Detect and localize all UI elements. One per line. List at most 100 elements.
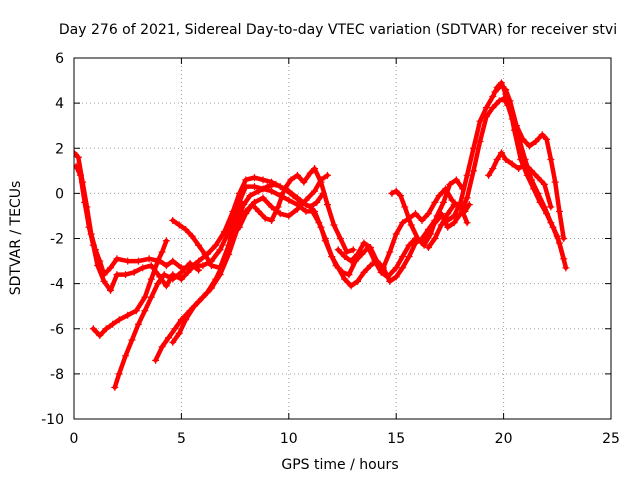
data-point: [347, 282, 355, 290]
data-point: [321, 235, 329, 242]
data-point: [534, 189, 542, 197]
data-point: [216, 246, 224, 254]
data-point: [141, 293, 149, 301]
data-point: [399, 219, 407, 227]
data-point: [274, 203, 282, 211]
data-point: [323, 201, 331, 209]
data-point: [107, 264, 115, 272]
series-markers-12: [485, 149, 555, 211]
data-point: [450, 219, 458, 227]
data-point: [560, 235, 568, 242]
series-markers-4: [111, 259, 203, 391]
data-point: [366, 244, 374, 252]
data-point: [102, 325, 110, 333]
data-point: [169, 275, 177, 283]
data-point: [444, 210, 452, 218]
data-point: [347, 257, 355, 265]
data-point: [420, 241, 428, 249]
data-point: [145, 255, 153, 263]
data-point: [122, 352, 130, 360]
data-point: [276, 210, 284, 218]
data-point: [238, 198, 246, 206]
data-point: [259, 176, 267, 184]
data-point: [308, 207, 316, 215]
data-point: [386, 277, 394, 285]
y-tick-label: -8: [50, 367, 64, 383]
data-point: [491, 88, 499, 96]
data-point: [405, 241, 413, 249]
series-markers-3: [89, 237, 170, 340]
data-point: [124, 257, 132, 265]
data-point: [476, 137, 484, 145]
data-point: [165, 334, 173, 342]
data-point: [450, 201, 458, 209]
data-point: [386, 248, 394, 256]
y-axis-label: SDTVAR / TECUs: [8, 181, 24, 296]
x-tick-label: 15: [387, 431, 405, 447]
data-point: [306, 203, 314, 211]
data-point: [543, 135, 551, 143]
data-point: [482, 113, 490, 121]
data-point: [506, 97, 514, 105]
data-point: [437, 221, 445, 229]
data-point: [534, 174, 542, 182]
data-point: [336, 235, 344, 242]
data-point: [495, 97, 503, 105]
data-point: [521, 160, 529, 168]
data-point: [216, 264, 224, 272]
data-point: [115, 370, 123, 378]
data-point: [158, 343, 166, 351]
data-point: [497, 149, 505, 157]
series-markers-13: [491, 81, 568, 242]
data-point: [412, 239, 420, 247]
data-point: [231, 216, 239, 224]
y-tick-label: -6: [50, 322, 64, 338]
data-point: [341, 253, 349, 261]
data-point: [502, 86, 510, 94]
data-point: [508, 160, 516, 168]
data-point: [315, 219, 323, 227]
data-point: [547, 156, 555, 164]
data-point: [130, 268, 138, 276]
data-point: [293, 171, 301, 179]
data-point: [457, 203, 465, 211]
data-point: [502, 156, 510, 164]
data-point: [427, 230, 435, 238]
data-point: [379, 264, 387, 272]
data-point: [560, 255, 568, 263]
data-point: [366, 262, 374, 270]
data-point: [444, 223, 452, 231]
data-point: [186, 259, 194, 267]
data-point: [373, 257, 381, 265]
data-point: [169, 257, 177, 265]
data-point: [259, 194, 267, 202]
data-point: [162, 262, 170, 270]
data-point: [248, 201, 256, 209]
x-tick-labels: 0 5 10 15 20 25: [70, 431, 620, 447]
data-point: [439, 198, 447, 206]
data-point: [463, 219, 471, 227]
x-tick-label: 10: [280, 431, 298, 447]
data-point: [171, 325, 179, 333]
y-tick-label: -10: [41, 412, 64, 428]
data-point: [345, 271, 353, 279]
data-point: [177, 268, 185, 276]
data-point: [493, 156, 501, 164]
ticks-layer: [73, 57, 612, 420]
data-point: [152, 356, 160, 364]
data-point: [139, 264, 147, 272]
data-point: [424, 244, 432, 252]
data-point: [525, 142, 533, 150]
data-point: [124, 311, 132, 319]
data-point: [147, 262, 155, 270]
data-point: [188, 232, 196, 240]
data-point: [302, 207, 310, 215]
data-point: [195, 241, 203, 249]
x-tick-label: 5: [177, 431, 186, 447]
y-tick-label: 0: [55, 186, 64, 202]
data-point: [489, 165, 497, 173]
data-point: [334, 246, 342, 254]
data-point: [323, 171, 331, 179]
data-point: [207, 284, 215, 292]
data-point: [392, 187, 400, 195]
